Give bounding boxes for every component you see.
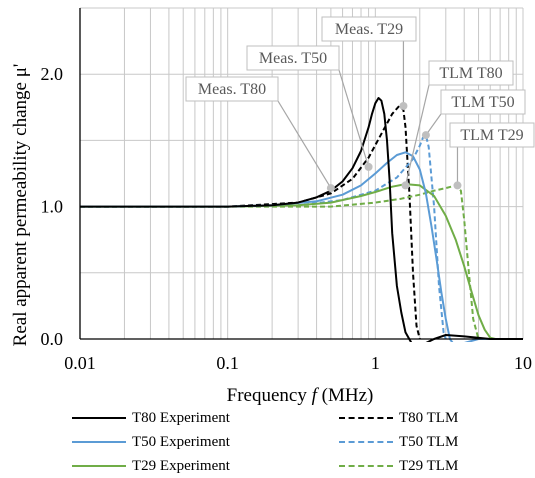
annotation-marker [364,162,373,171]
legend-swatch [72,441,126,443]
annotation-box [440,89,526,115]
annotation-marker [421,131,430,140]
annotation-leader-line [277,100,332,189]
legend-label: T80 Experiment [132,409,230,426]
annotation-box [246,45,340,71]
legend-item: T50 TLM [339,432,458,452]
legend-item: T29 Experiment [72,456,230,476]
legend-swatch [72,417,126,419]
legend-item: T29 TLM [339,456,458,476]
annotation-box [428,60,514,86]
y-axis-label: Real apparent permeability change μ' [10,64,31,347]
annotation-box [449,122,535,148]
x-axis-label: Frequency f (MHz) [227,385,374,406]
legend-swatch [339,417,393,419]
series-line-t50-tlm [80,134,447,340]
legend-label: T50 TLM [399,433,459,450]
annotation-leader-line [338,69,370,168]
axes [79,8,523,340]
series-line-t80-tlm [80,105,421,340]
series-line-t80-experiment [80,97,523,342]
x-tick-label: 0.1 [216,353,239,373]
x-axis-label-var: f [312,385,320,406]
tick-labels: 0.01 0.1 1 10 0.0 1.0 2.0 [41,64,533,373]
annotation-marker [399,101,408,110]
series-line-t29-tlm [80,184,480,340]
annotation-label: TLM T80 [439,65,502,82]
annotation-leader-line [425,113,442,136]
annotation-leaders [277,41,462,193]
y-tick-label: 2.0 [41,64,64,84]
annotation-leader-line [404,84,430,186]
legend-label: T50 Experiment [132,433,230,450]
annotation-box [321,16,417,42]
legend-swatch [72,465,126,467]
annotation-label: Meas. T50 [259,50,327,67]
x-tick-label: 0.01 [64,353,96,373]
annotation-label: Meas. T80 [198,81,266,98]
annotation-label: TLM T29 [460,127,523,144]
legend-swatch [339,465,393,467]
x-axis-label-unit: (MHz) [317,385,373,406]
annotation-label: Meas. T29 [335,21,403,38]
annotations: Meas. T29 Meas. T50 Meas. T80 TLM T80 TLM T5… [185,16,535,148]
legend-label: T29 TLM [399,457,459,474]
legend: T80 Experiment T50 Experiment T29 Experime… [0,408,535,478]
legend-item: T80 Experiment [72,408,230,428]
x-tick-label: 10 [514,353,532,373]
series-line-t50-experiment [80,151,523,342]
annotation-marker [401,181,410,190]
y-tick-label: 0.0 [41,329,64,349]
annotation-box [185,76,279,102]
legend-item: T50 Experiment [72,432,230,452]
legend-item: T80 TLM [339,408,458,428]
annotation-marker [326,184,335,193]
legend-label: T29 Experiment [132,457,230,474]
x-tick-label: 1 [371,353,380,373]
legend-swatch [339,441,393,443]
x-axis-label-main: Frequency [227,385,312,406]
legend-label: T80 TLM [399,409,459,426]
annotation-marker [453,181,462,190]
y-tick-label: 1.0 [41,197,64,217]
annotation-label: TLM T50 [451,94,514,111]
